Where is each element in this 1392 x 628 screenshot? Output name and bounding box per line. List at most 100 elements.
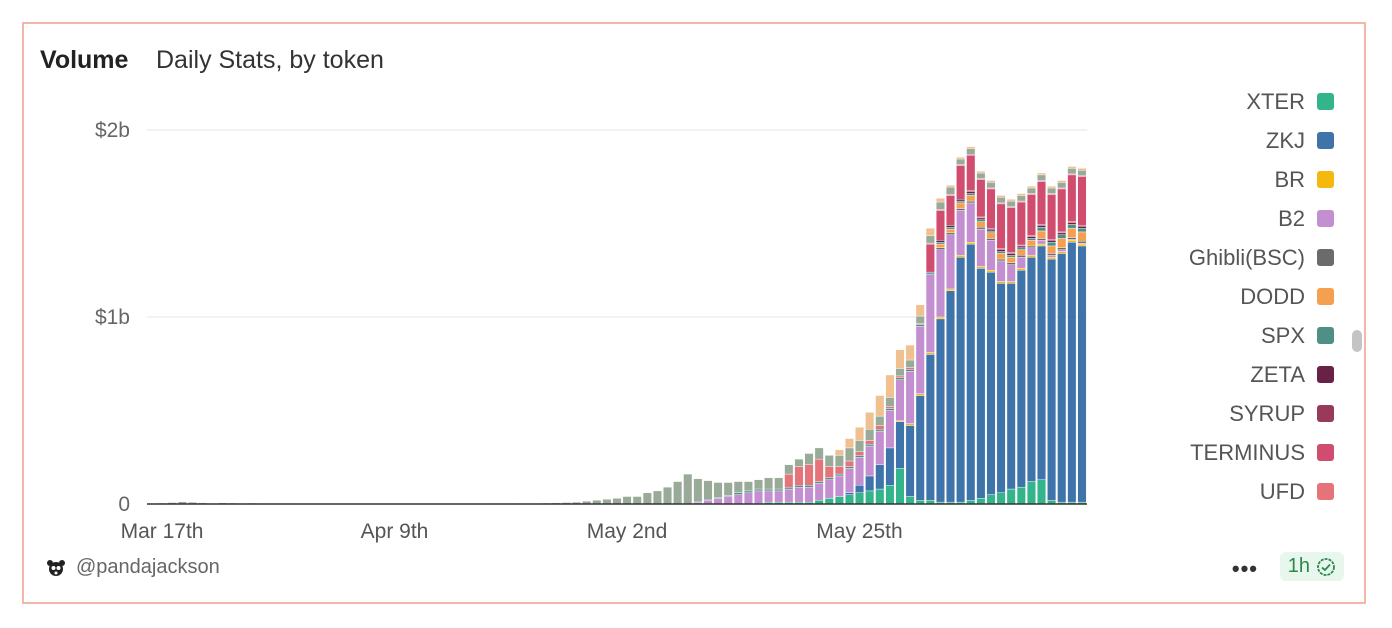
bar-segment: [834, 475, 844, 497]
bar-segment: [1047, 255, 1057, 258]
legend-label: UFD: [1259, 478, 1305, 504]
legend-item[interactable]: UFD: [1114, 472, 1334, 511]
bar-segment: [1026, 240, 1036, 247]
bar-segment: [996, 197, 1006, 204]
bar-segment: [996, 251, 1006, 254]
bar-segment: [1016, 255, 1026, 258]
panda-avatar-icon: [47, 559, 65, 576]
bar-segment: [986, 228, 996, 232]
bar-segment: [1037, 245, 1046, 480]
bar-segment: [936, 201, 945, 210]
bar-segment: [1006, 200, 1016, 207]
bar-segment: [915, 326, 925, 394]
legend-scrollbar[interactable]: [1352, 330, 1362, 352]
bar-segment: [946, 186, 955, 195]
bar-segment: [804, 453, 814, 465]
legend-label: SYRUP: [1229, 400, 1305, 426]
author-username: @pandajackson: [76, 556, 220, 578]
bar-segment: [804, 464, 814, 486]
bar-segment: [925, 235, 935, 244]
bar-segment: [936, 316, 945, 320]
bar-segment: [1037, 238, 1046, 241]
bar-segment: [996, 253, 1006, 260]
bar-segment: [986, 270, 996, 273]
more-options-button[interactable]: •••: [1231, 556, 1258, 581]
bar-segment: [1077, 231, 1087, 242]
bar-segment: [834, 455, 844, 467]
bar-segment: [875, 464, 885, 490]
bar-segment: [1047, 194, 1057, 240]
legend-item[interactable]: Ghibli(BSC): [1114, 238, 1334, 277]
bar-segment: [845, 494, 854, 505]
bar-segment: [875, 395, 885, 417]
bar-segment: [1047, 253, 1057, 256]
bar-segment: [794, 486, 804, 503]
check-circle-icon: [1317, 557, 1335, 576]
bar-segment: [774, 477, 784, 490]
bar-segment: [1057, 234, 1067, 239]
bar-segment: [764, 490, 774, 503]
bar-segment: [1006, 283, 1016, 490]
x-tick-label: May 2nd: [587, 520, 668, 543]
bar-segment: [743, 492, 753, 505]
bar-segment: [1037, 479, 1046, 505]
bar-segment: [986, 232, 996, 239]
bar-segment: [652, 490, 662, 505]
bar-segment: [895, 377, 905, 380]
bar-segment: [764, 488, 774, 492]
legend-item[interactable]: ZKJ: [1114, 121, 1334, 160]
bar-segment: [1016, 486, 1026, 505]
bar-segment: [936, 240, 945, 243]
legend-item[interactable]: DODD: [1114, 277, 1334, 316]
bar-segment: [713, 482, 723, 498]
legend-item[interactable]: TERMINUS: [1114, 433, 1334, 472]
bar-segment: [804, 485, 814, 488]
bar-segment: [824, 498, 834, 505]
bar-segment: [976, 268, 986, 499]
bar-segment: [784, 464, 794, 475]
bar-segment: [865, 412, 875, 430]
bar-segment: [996, 195, 1006, 198]
bar-segment: [1067, 168, 1077, 175]
bar-segment: [804, 486, 814, 503]
bar-segment: [845, 492, 854, 495]
legend-item[interactable]: ZETA: [1114, 355, 1334, 394]
bar-segment: [1006, 281, 1016, 284]
bar-segment: [956, 200, 966, 204]
bar-segment: [845, 466, 854, 469]
bar-segment: [845, 438, 854, 449]
refresh-badge[interactable]: 1h: [1279, 552, 1344, 581]
legend-item[interactable]: B2: [1114, 199, 1334, 238]
legend-item[interactable]: SPX: [1114, 316, 1334, 355]
bar-segment: [956, 165, 966, 200]
bar-segment: [1016, 268, 1026, 271]
legend-item[interactable]: BR: [1114, 160, 1334, 199]
bar-segment: [956, 156, 966, 160]
bar-segment: [996, 260, 1006, 282]
legend-swatch: [1317, 483, 1334, 500]
legend-item[interactable]: SYRUP: [1114, 394, 1334, 433]
bar-segment: [976, 266, 986, 269]
legend-item[interactable]: XTER: [1114, 82, 1334, 121]
x-tick-label: Apr 9th: [361, 520, 429, 543]
bar-segment: [925, 352, 935, 355]
bar-segment: [1037, 174, 1046, 181]
bar-segment: [1057, 253, 1067, 503]
bar-segment: [663, 486, 672, 505]
chart-title: Volume: [40, 46, 129, 74]
bar-segment: [1037, 227, 1046, 232]
bar-segment: [875, 488, 885, 505]
bar-segment: [1016, 193, 1026, 196]
legend-swatch: [1317, 249, 1334, 266]
bar-segment: [956, 256, 966, 503]
bar-segment: [1057, 188, 1067, 233]
bar-segment: [905, 344, 915, 361]
bar-segment: [996, 281, 1006, 284]
bar-segment: [1016, 201, 1026, 246]
author[interactable]: @pandajackson: [46, 556, 220, 579]
bar-segment: [834, 496, 844, 505]
bar-segment: [885, 485, 895, 505]
bar-segment: [794, 458, 804, 467]
bar-segment: [855, 457, 865, 486]
bar-segment: [946, 290, 955, 503]
